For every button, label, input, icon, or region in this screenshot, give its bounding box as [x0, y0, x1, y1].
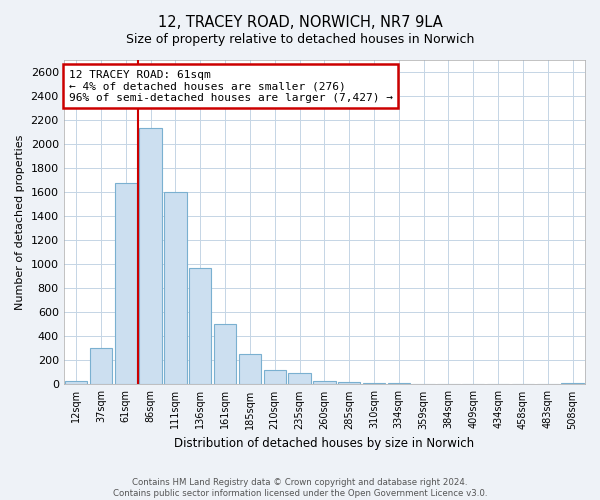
Text: Size of property relative to detached houses in Norwich: Size of property relative to detached ho…	[126, 32, 474, 46]
Bar	[164, 192, 187, 384]
Bar	[90, 348, 112, 384]
Bar	[363, 383, 385, 384]
Bar	[239, 354, 261, 384]
Bar	[139, 128, 162, 384]
Bar	[214, 324, 236, 384]
Y-axis label: Number of detached properties: Number of detached properties	[15, 134, 25, 310]
Bar	[289, 373, 311, 384]
Text: Contains HM Land Registry data © Crown copyright and database right 2024.
Contai: Contains HM Land Registry data © Crown c…	[113, 478, 487, 498]
Bar	[338, 382, 361, 384]
Text: 12 TRACEY ROAD: 61sqm
← 4% of detached houses are smaller (276)
96% of semi-deta: 12 TRACEY ROAD: 61sqm ← 4% of detached h…	[69, 70, 393, 103]
Text: 12, TRACEY ROAD, NORWICH, NR7 9LA: 12, TRACEY ROAD, NORWICH, NR7 9LA	[158, 15, 442, 30]
Bar	[65, 382, 87, 384]
Bar	[115, 182, 137, 384]
Bar	[189, 268, 211, 384]
Bar	[313, 381, 335, 384]
X-axis label: Distribution of detached houses by size in Norwich: Distribution of detached houses by size …	[174, 437, 475, 450]
Bar	[263, 370, 286, 384]
Bar	[562, 382, 584, 384]
